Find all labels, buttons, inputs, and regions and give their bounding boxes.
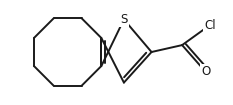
- Text: O: O: [201, 65, 210, 78]
- Text: Cl: Cl: [204, 19, 216, 32]
- Text: S: S: [120, 13, 128, 26]
